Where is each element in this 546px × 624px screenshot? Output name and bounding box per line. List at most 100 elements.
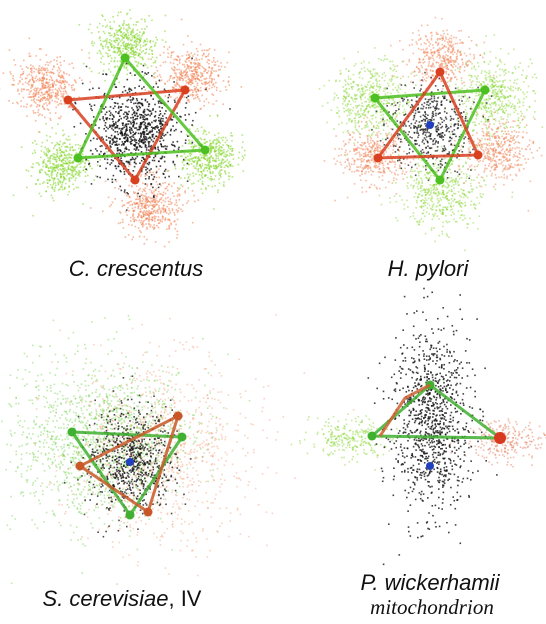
dot xyxy=(221,147,223,149)
dot xyxy=(143,216,145,218)
dot xyxy=(205,89,207,91)
dot xyxy=(399,104,401,106)
dot xyxy=(218,141,220,143)
dot xyxy=(499,86,501,88)
dot xyxy=(427,193,429,195)
dot xyxy=(70,162,72,164)
dot xyxy=(139,162,141,164)
dot xyxy=(498,85,500,87)
dot xyxy=(369,90,371,92)
dot xyxy=(368,70,370,72)
dot xyxy=(495,105,497,107)
dot xyxy=(422,221,424,223)
dot xyxy=(29,74,31,76)
dot xyxy=(110,146,112,148)
dot xyxy=(532,77,534,79)
dot xyxy=(464,103,466,105)
dot xyxy=(524,93,526,95)
dot xyxy=(36,162,38,164)
dot xyxy=(479,215,481,217)
dot xyxy=(140,38,142,40)
dot xyxy=(160,199,162,201)
dot xyxy=(201,127,203,129)
dot xyxy=(495,94,497,96)
dot xyxy=(130,137,132,139)
dot xyxy=(145,214,147,216)
dot xyxy=(105,73,107,75)
dot xyxy=(213,70,215,72)
dot xyxy=(137,44,139,46)
dot xyxy=(163,62,165,64)
dot xyxy=(368,62,370,64)
dot xyxy=(35,112,37,114)
dot xyxy=(74,134,76,136)
dot xyxy=(136,98,138,100)
dot xyxy=(92,153,94,155)
dot xyxy=(28,84,30,86)
dot xyxy=(191,59,193,61)
dot xyxy=(50,92,52,94)
dot xyxy=(53,180,55,182)
dot xyxy=(123,65,125,67)
dot xyxy=(71,63,73,65)
dot xyxy=(153,157,155,159)
dot xyxy=(433,175,435,177)
dot xyxy=(159,219,161,221)
dot xyxy=(174,130,176,132)
dot xyxy=(200,44,202,46)
dot xyxy=(471,201,473,203)
dot xyxy=(230,154,232,156)
dot xyxy=(13,59,15,61)
dot xyxy=(480,83,482,85)
dot xyxy=(36,89,38,91)
dot xyxy=(91,168,93,170)
dot xyxy=(37,79,39,81)
dot xyxy=(476,197,478,199)
dot xyxy=(93,138,95,140)
dot xyxy=(136,44,138,46)
dot xyxy=(127,117,129,119)
dot xyxy=(66,175,68,177)
dot xyxy=(414,170,416,172)
dot xyxy=(138,62,140,64)
dot xyxy=(170,57,172,59)
dot xyxy=(147,204,149,206)
dot xyxy=(120,35,122,37)
dot xyxy=(105,52,107,54)
dot xyxy=(62,152,64,154)
dot xyxy=(60,85,62,87)
dot xyxy=(10,73,12,75)
dot xyxy=(106,127,108,129)
dot xyxy=(165,217,167,219)
dot xyxy=(56,161,58,163)
dot xyxy=(177,234,179,236)
dot xyxy=(200,179,202,181)
dot xyxy=(170,130,172,132)
dot xyxy=(120,11,122,13)
dot xyxy=(527,91,529,93)
dot xyxy=(207,55,209,57)
dot xyxy=(138,227,140,229)
dot xyxy=(453,219,455,221)
dot xyxy=(129,201,131,203)
dot xyxy=(389,197,391,199)
dot xyxy=(147,67,149,69)
dot xyxy=(122,103,124,105)
dot xyxy=(359,77,361,79)
dot xyxy=(97,52,99,54)
dot xyxy=(319,88,321,90)
dot xyxy=(432,219,434,221)
dot xyxy=(135,149,137,151)
dot xyxy=(138,143,140,145)
dot xyxy=(485,75,487,77)
dot xyxy=(206,50,208,52)
dot xyxy=(62,95,64,97)
dot xyxy=(187,173,189,175)
dot xyxy=(62,189,64,191)
dot xyxy=(187,76,189,78)
dot xyxy=(75,180,77,182)
dot xyxy=(62,159,64,161)
dot xyxy=(384,120,386,122)
dot xyxy=(143,134,145,136)
dot xyxy=(463,193,465,195)
